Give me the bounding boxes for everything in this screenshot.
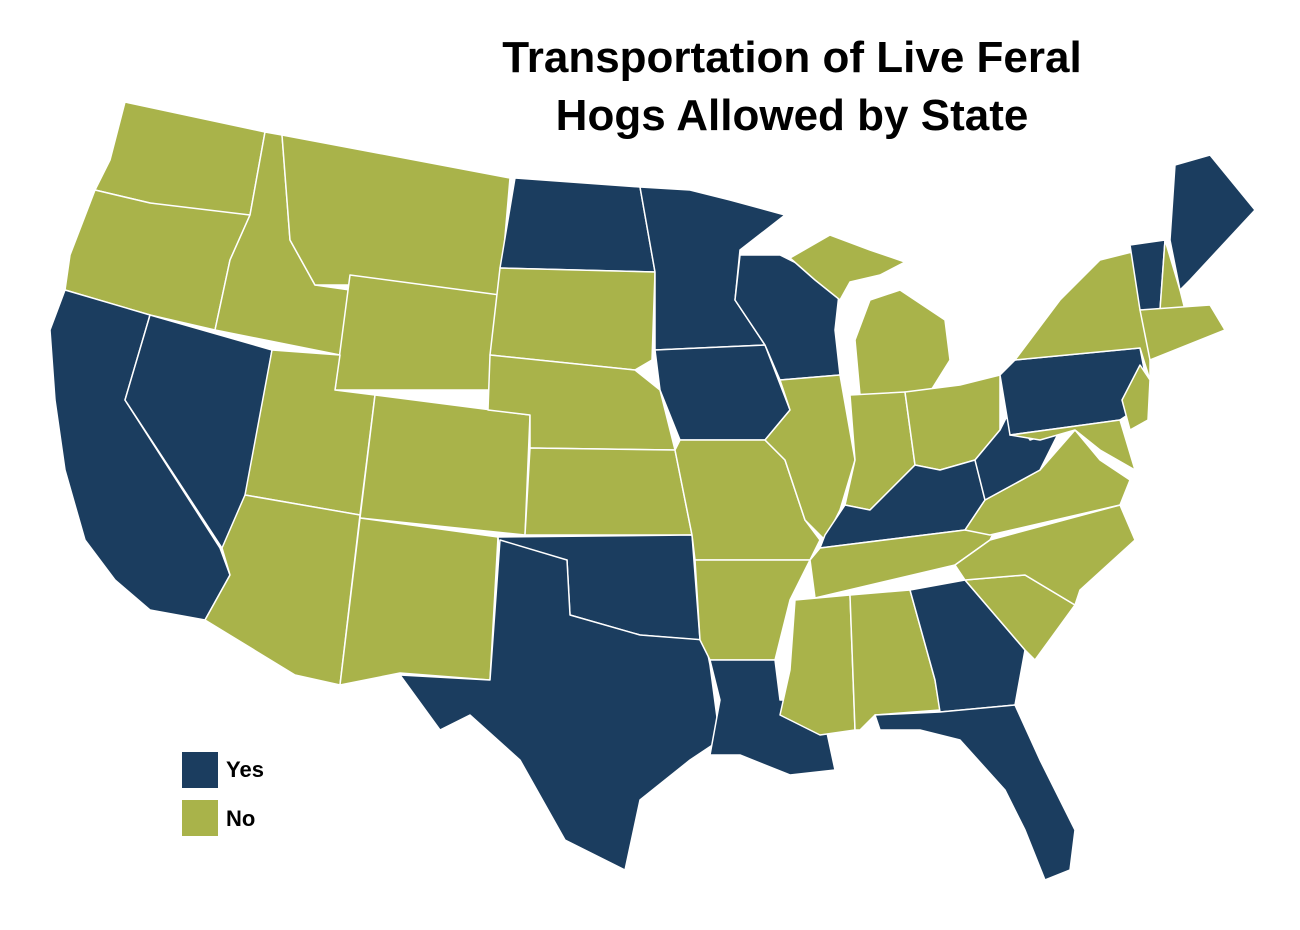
- state: [709, 659, 836, 776]
- state: [874, 704, 1076, 881]
- title-line: Hogs Allowed by State: [556, 91, 1029, 140]
- state: [654, 344, 791, 441]
- state: [1169, 154, 1256, 291]
- state: [779, 594, 856, 736]
- legend-swatch: [182, 800, 218, 836]
- state: [339, 517, 499, 686]
- legend-swatch: [182, 752, 218, 788]
- states: [49, 101, 1256, 881]
- state: [399, 539, 721, 871]
- state: [789, 234, 906, 301]
- state: [1139, 304, 1226, 361]
- state: [764, 374, 856, 541]
- state: [499, 177, 656, 273]
- state: [281, 134, 511, 296]
- state: [524, 447, 693, 536]
- state: [359, 394, 531, 536]
- state: [854, 289, 951, 396]
- state: [954, 504, 1136, 606]
- state: [1121, 364, 1151, 431]
- title-line: Transportation of Live Feral: [502, 33, 1081, 82]
- legend-label: No: [226, 806, 255, 831]
- state: [334, 274, 501, 391]
- state: [489, 267, 656, 371]
- legend-label: Yes: [226, 757, 264, 782]
- state: [1009, 419, 1136, 471]
